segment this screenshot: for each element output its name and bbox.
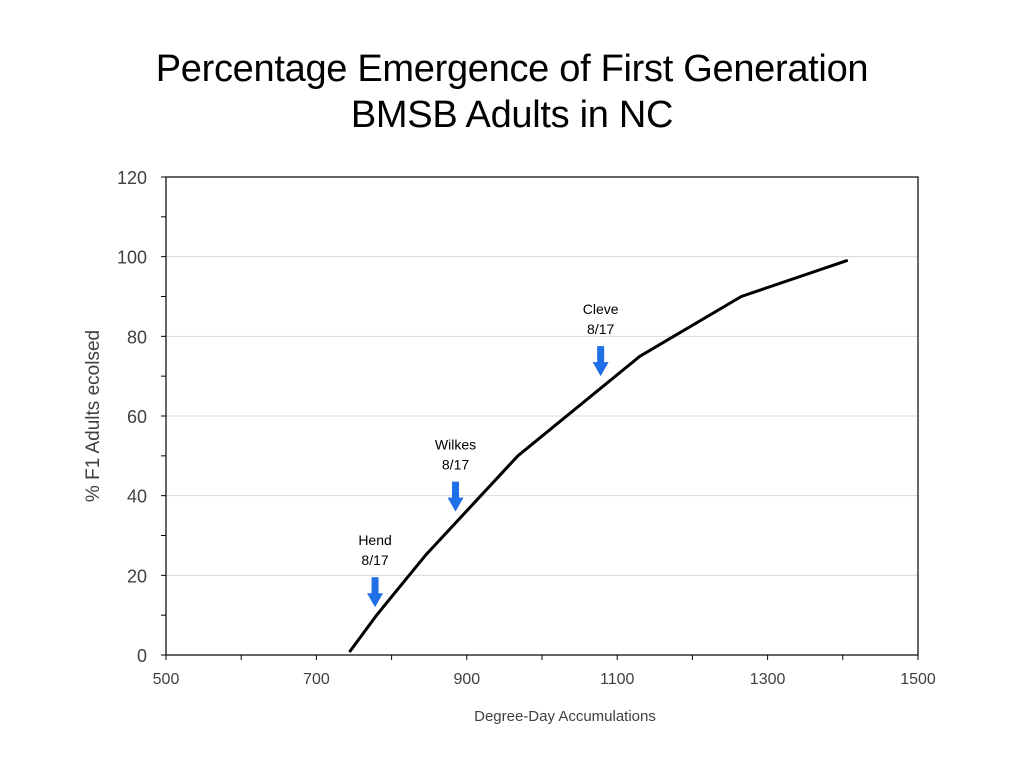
annotation: Hend 8/17: [358, 532, 392, 608]
down-arrow-icon: [592, 346, 609, 377]
x-axis: 500 700 900 1100 1300 1500: [153, 655, 936, 688]
x-tick-label: 500: [153, 671, 180, 688]
series-group: [348, 259, 849, 653]
y-tick-label: 80: [127, 327, 147, 347]
annotations: Hend 8/17 Wilkes 8/17 Cleve 8/17: [358, 301, 619, 608]
x-tick-label: 1500: [900, 671, 936, 688]
chart-title-line-2: BMSB Adults in NC: [350, 94, 674, 136]
annotation-label: Hend: [358, 532, 391, 548]
annotation-label: 8/17: [442, 457, 469, 473]
annotation: Wilkes 8/17: [435, 437, 476, 512]
gridlines: [166, 256, 918, 576]
series-line: [348, 259, 849, 653]
annotation-label: Cleve: [583, 301, 619, 317]
y-axis: 0 20 40 60 80 100 120: [117, 168, 166, 666]
y-tick-label: 40: [127, 487, 147, 507]
x-tick-label: 900: [453, 671, 480, 688]
y-tick-label: 60: [127, 407, 147, 427]
x-tick-label: 700: [303, 671, 330, 688]
x-axis-label: Degree-Day Accumulations: [474, 708, 656, 725]
x-tick-label: 1300: [750, 671, 786, 688]
y-tick-label: 20: [127, 566, 147, 586]
down-arrow-icon: [447, 481, 464, 512]
annotation-label: 8/17: [587, 321, 614, 337]
x-tick-label: 1100: [600, 671, 635, 688]
chart-title-line-1: Percentage Emergence of First Generation: [155, 48, 869, 90]
annotation-label: 8/17: [361, 552, 388, 568]
y-tick-label: 0: [137, 646, 147, 666]
down-arrow-icon: [367, 577, 384, 608]
annotation: Cleve 8/17: [583, 301, 619, 377]
chart-title: Percentage Emergence of First Generation…: [0, 46, 1024, 138]
y-tick-label: 120: [117, 168, 147, 188]
y-axis-label: % F1 Adults ecolsed: [83, 330, 104, 502]
y-tick-label: 100: [117, 248, 147, 268]
annotation-label: Wilkes: [435, 437, 476, 453]
